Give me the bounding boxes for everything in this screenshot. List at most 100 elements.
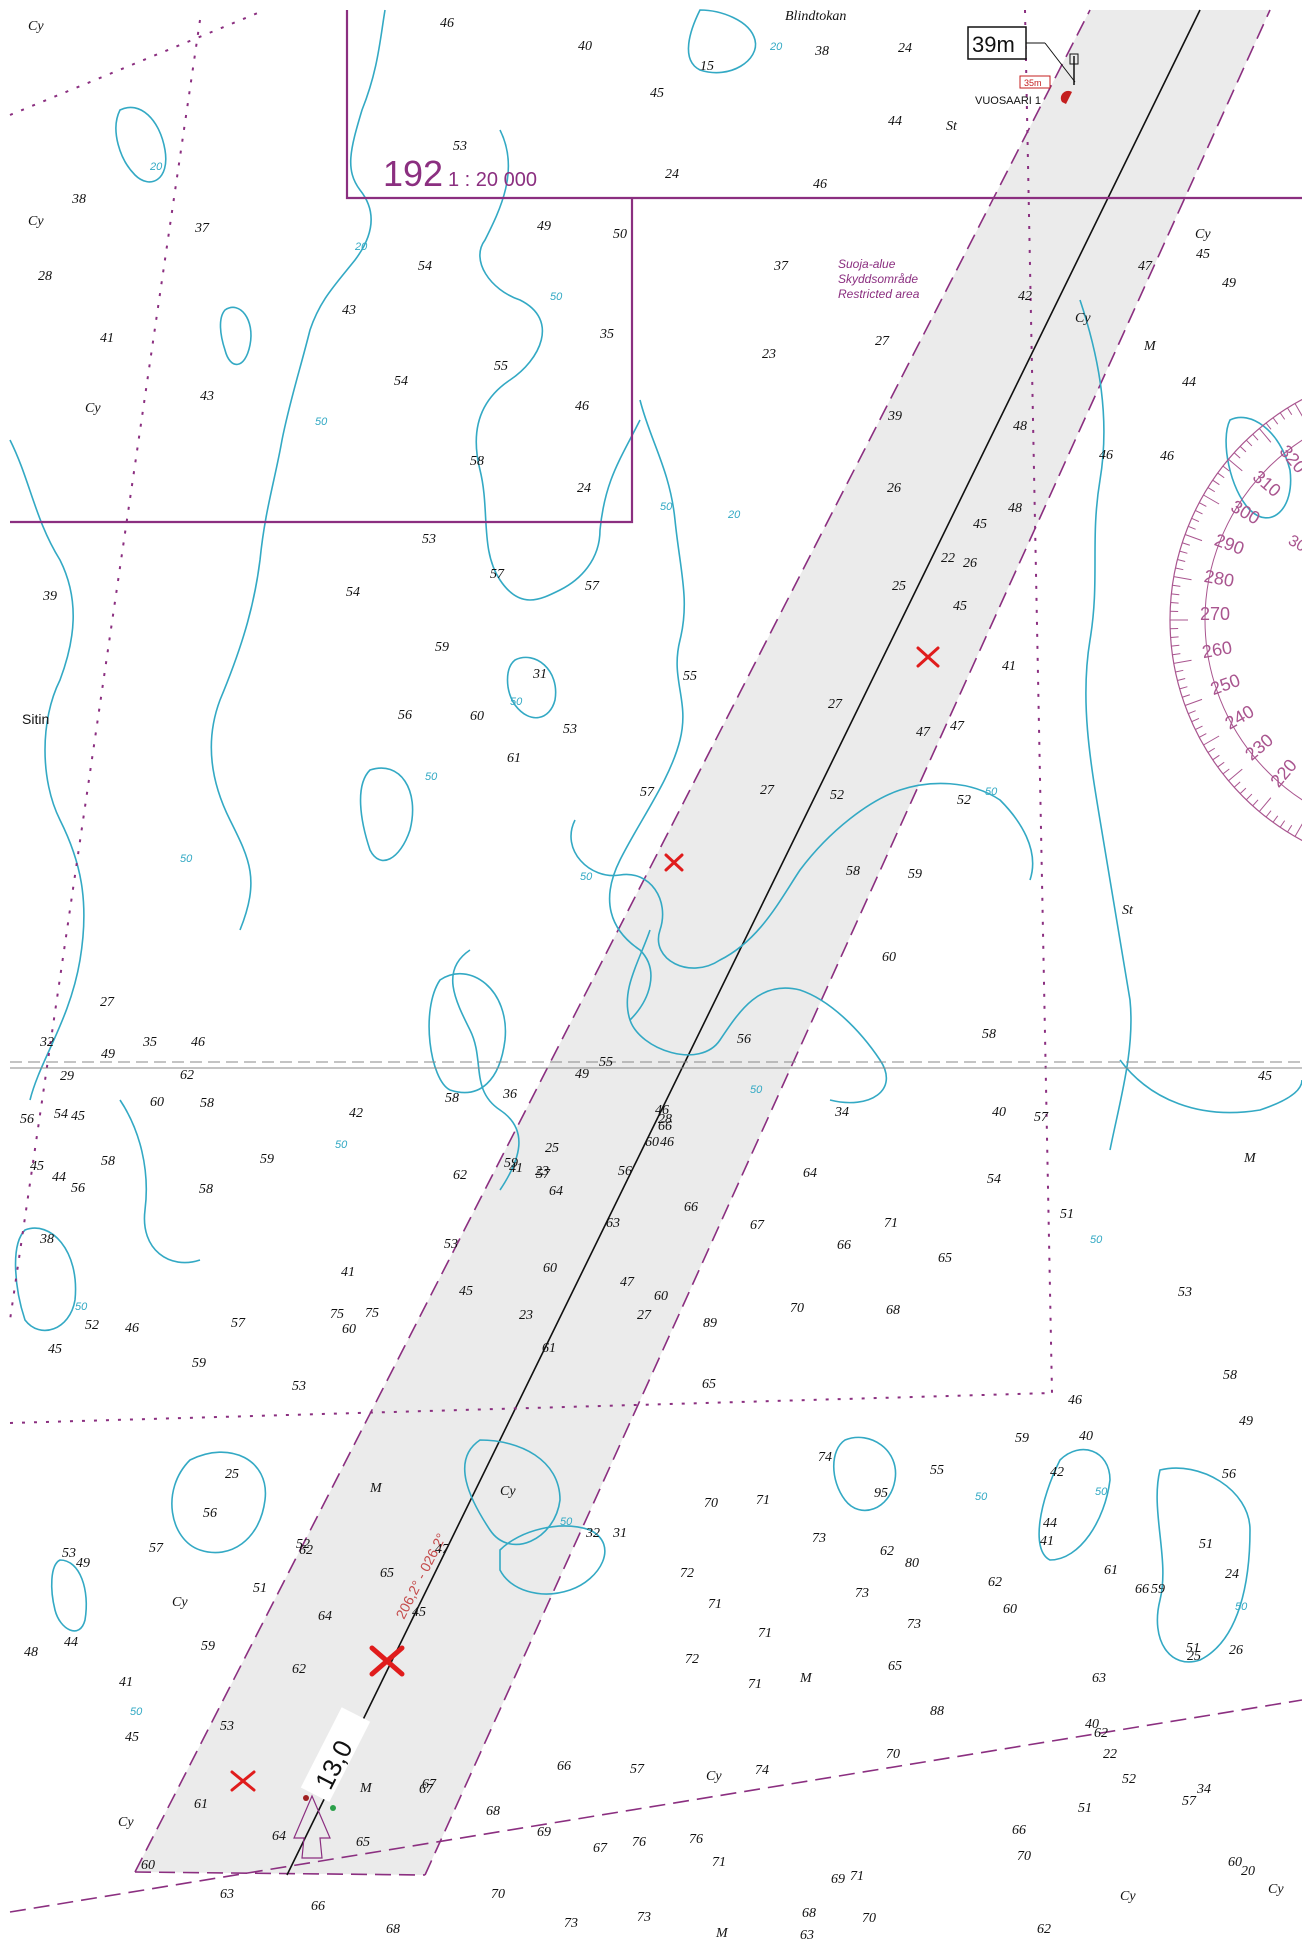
depth-sounding: 43 <box>342 303 356 318</box>
place-blindtokan: Blindtokan <box>785 9 846 24</box>
depth-sounding: 64 <box>549 1184 563 1199</box>
depth-sounding: 50 <box>613 227 627 242</box>
depth-sounding: 48 <box>1008 501 1022 516</box>
depth-sounding: 49 <box>101 1047 115 1062</box>
svg-text:50: 50 <box>985 786 998 798</box>
depth-sounding: 34 <box>834 1105 849 1120</box>
depth-sounding: 59 <box>435 640 449 655</box>
depth-sounding: 67 <box>422 1777 437 1792</box>
depth-sounding: 58 <box>1223 1368 1237 1383</box>
compass-tick <box>1171 593 1180 596</box>
depth-sounding: 24 <box>1225 1567 1239 1582</box>
depth-sounding: 64 <box>272 1829 286 1844</box>
depth-sounding: 49 <box>1222 276 1236 291</box>
depth-sounding: 46 <box>191 1035 205 1050</box>
depth-sounding: 72 <box>685 1652 699 1667</box>
compass-tick <box>1179 686 1188 690</box>
depth-sounding: 39 <box>42 589 57 604</box>
depth-sounding: 25 <box>892 579 906 594</box>
depth-sounding: 46 <box>440 16 454 31</box>
depth-sounding: 45 <box>459 1284 473 1299</box>
compass-tick <box>1191 517 1200 523</box>
depth-sounding: 49 <box>537 219 551 234</box>
depth-sounding: 70 <box>1017 1849 1031 1864</box>
depth-sounding: 26 <box>963 556 977 571</box>
seabed-st: St <box>1122 903 1134 918</box>
depth-sounding: 44 <box>888 114 902 129</box>
compass-tick <box>1182 542 1190 546</box>
depth-sounding: 42 <box>349 1106 363 1121</box>
depth-sounding: 23 <box>519 1308 533 1323</box>
compass-tick <box>1294 403 1302 417</box>
svg-text:20: 20 <box>727 509 741 521</box>
depth-sounding: 59 <box>504 1156 518 1171</box>
depth-sounding: 40 <box>578 39 592 54</box>
depth-sounding: 53 <box>563 722 577 737</box>
depth-sounding: 46 <box>660 1135 674 1150</box>
svg-text:20: 20 <box>769 41 783 53</box>
svg-text:50: 50 <box>1095 1486 1108 1498</box>
sector-boundary <box>9 1699 1302 1913</box>
depth-sounding: 36 <box>502 1087 517 1102</box>
depth-sounding: 61 <box>194 1797 208 1812</box>
compass-tick <box>1228 768 1243 782</box>
depth-sounding: 27 <box>637 1308 652 1323</box>
depth-sounding: 56 <box>737 1032 751 1047</box>
depth-sounding: 55 <box>494 359 508 374</box>
depth-sounding: 62 <box>1037 1922 1051 1937</box>
depth-sounding: 56 <box>618 1164 632 1179</box>
depth-sounding: 70 <box>790 1301 804 1316</box>
compass-tick <box>1188 525 1196 530</box>
seabed-m: M <box>1143 339 1157 354</box>
depth-sounding: 49 <box>575 1067 589 1082</box>
depth-sounding: 62 <box>292 1662 306 1677</box>
depth-sounding: 66 <box>684 1200 698 1215</box>
depth-sounding: 39 <box>887 409 902 424</box>
depth-sounding: 63 <box>800 1928 814 1943</box>
depth-sounding: 41 <box>1002 659 1016 674</box>
depth-sounding: 28 <box>658 1112 672 1127</box>
depth-sounding: 49 <box>76 1556 90 1571</box>
depth-sounding: 25 <box>1187 1649 1201 1664</box>
compass-tick <box>1212 479 1220 486</box>
depth-contours <box>9 9 1302 1663</box>
beacon-sub: 35m <box>1024 78 1042 88</box>
depth-sounding: 47 <box>620 1275 635 1290</box>
depth-sounding: 46 <box>655 1103 669 1118</box>
wreck-icon <box>664 853 684 872</box>
depth-sounding: 75 <box>330 1307 344 1322</box>
compass-tick <box>1184 698 1203 706</box>
depth-sounding: 38 <box>39 1232 54 1247</box>
depth-sounding: 56 <box>1222 1467 1236 1482</box>
svg-text:20: 20 <box>149 161 163 173</box>
depth-sounding: 62 <box>180 1068 194 1083</box>
depth-sounding: 58 <box>199 1182 213 1197</box>
depth-sounding: 71 <box>758 1626 772 1641</box>
compass-tick <box>1245 793 1253 801</box>
depth-sounding: 42 <box>1018 289 1032 304</box>
depth-sounding: 51 <box>1060 1207 1074 1222</box>
depth-sounding: 46 <box>125 1321 139 1336</box>
depth-sounding: 44 <box>1043 1516 1057 1531</box>
depth-sounding: 46 <box>575 399 589 414</box>
depth-sounding: 15 <box>700 59 714 74</box>
depth-sounding: 46 <box>1160 449 1174 464</box>
seabed-m: M <box>369 1481 383 1496</box>
seabed-m: M <box>359 1781 373 1796</box>
depth-sounding: 60 <box>654 1289 668 1304</box>
compass-tick <box>1222 465 1230 472</box>
leading-light-icon <box>293 1794 336 1859</box>
depth-sounding: 65 <box>702 1377 716 1392</box>
depth-sounding: 60 <box>645 1135 659 1150</box>
svg-text:50: 50 <box>335 1139 348 1151</box>
compass-degree-label: 270 <box>1200 604 1230 624</box>
compass-tick <box>1272 815 1279 823</box>
place-vuosaari: VUOSAARI 1 <box>975 95 1041 107</box>
depth-sounding: 53 <box>62 1546 76 1561</box>
compass-tick <box>1245 439 1253 447</box>
depth-sounding: 57 <box>630 1762 645 1777</box>
compass-tick <box>1195 509 1203 515</box>
depth-sounding: 24 <box>577 481 591 496</box>
depth-sounding: 37 <box>194 221 210 236</box>
